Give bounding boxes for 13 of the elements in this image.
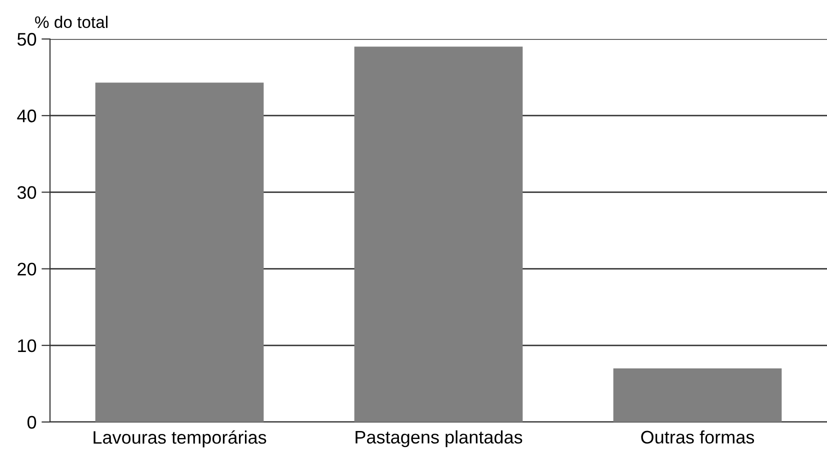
y-tick-label: 30 xyxy=(17,186,36,199)
y-tick-label: 20 xyxy=(18,262,36,276)
y-axis-title: % do total xyxy=(35,16,108,28)
x-tick-label: Lavouras temporárias xyxy=(94,430,266,448)
bar xyxy=(95,82,264,422)
y-tick-label: 40 xyxy=(17,110,36,122)
x-tick-label: Pastagens plantadas xyxy=(356,430,522,448)
y-tick-label: 50 xyxy=(17,32,36,46)
bar xyxy=(613,368,782,422)
y-tick-label: 0 xyxy=(27,416,36,429)
x-tick-label: Outras formas xyxy=(641,430,754,444)
y-tick-label: 10 xyxy=(18,339,36,352)
bar xyxy=(354,46,523,422)
